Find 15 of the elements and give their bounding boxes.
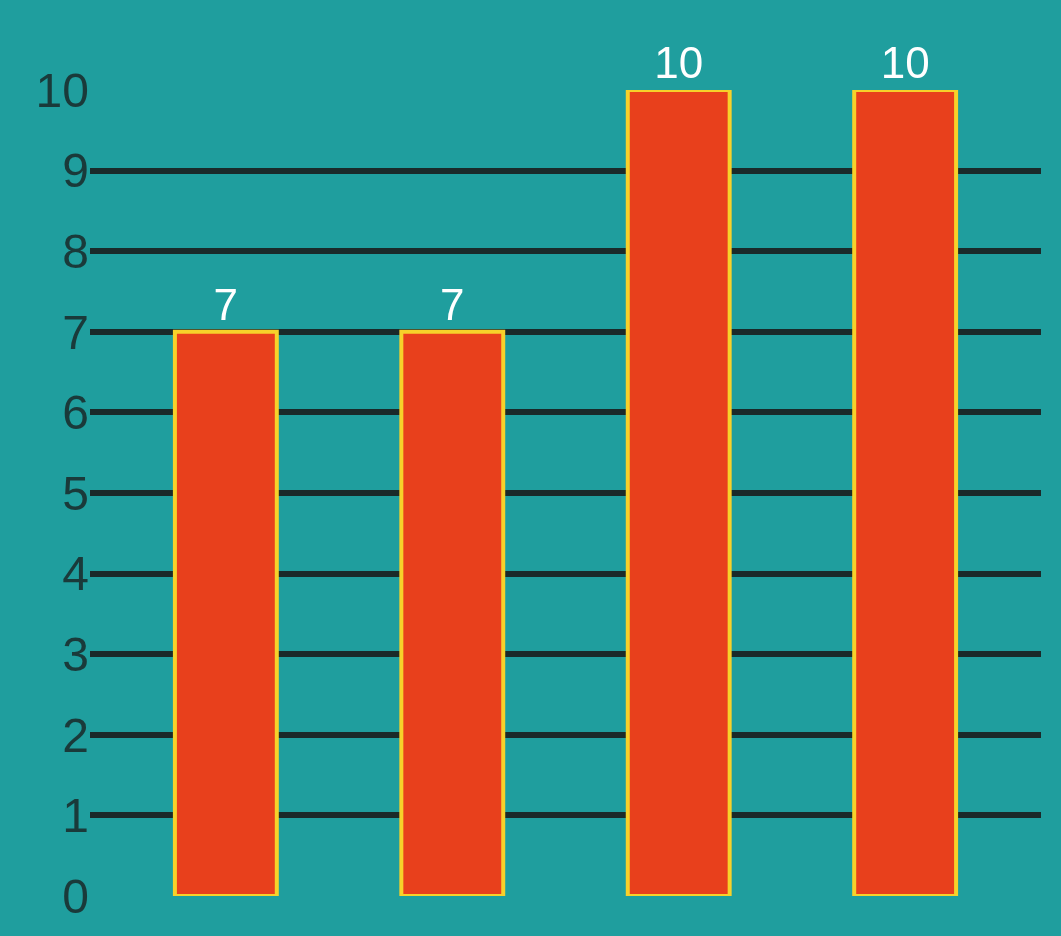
y-tick-label: 8 [62,225,89,278]
y-tick-label: 6 [62,386,89,440]
data-label: 10 [654,38,704,87]
y-tick-label: 5 [62,466,89,520]
y-tick-label: 7 [62,305,89,359]
data-label: 10 [880,38,930,87]
y-tick-label: 9 [62,144,89,198]
y-tick-label: 1 [62,789,89,843]
y-tick-label: 4 [62,547,89,601]
data-label: 7 [440,279,465,329]
y-tick-label: 3 [62,628,89,681]
y-tick-label: 2 [62,708,89,762]
y-tick-label: 10 [35,63,89,117]
y-tick-label: 0 [62,869,89,923]
data-label: 7 [213,279,239,329]
